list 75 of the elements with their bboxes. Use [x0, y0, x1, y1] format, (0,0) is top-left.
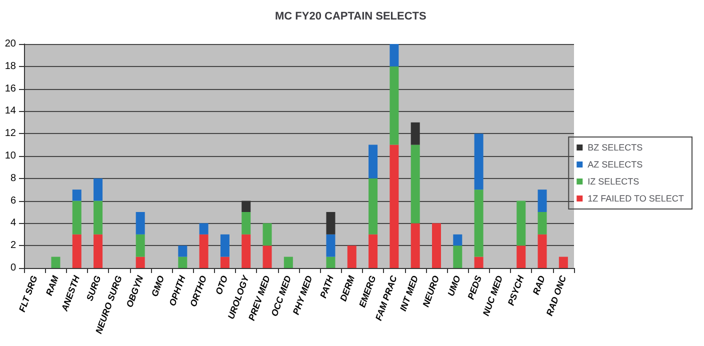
bar	[368, 144, 378, 178]
bar	[453, 234, 462, 246]
bar	[538, 190, 547, 212]
bar	[94, 200, 103, 234]
y-tick-label: 0	[10, 262, 16, 274]
chart-title: MC FY20 CAPTAIN SELECTS	[275, 10, 426, 22]
bar	[136, 256, 145, 268]
bar	[558, 256, 568, 268]
bar	[326, 234, 336, 257]
bar	[410, 223, 420, 268]
y-tick-label: 10	[4, 150, 16, 162]
bar	[72, 190, 82, 201]
bar	[220, 234, 230, 257]
bar	[368, 178, 378, 234]
x-tick-label: OCC MED	[269, 274, 294, 318]
y-tick-label: 4	[10, 218, 16, 229]
bar	[262, 246, 272, 268]
bar	[178, 246, 188, 257]
bar	[326, 256, 336, 268]
bar	[326, 212, 336, 234]
x-tick-label: INT MED	[398, 274, 420, 312]
y-tick-label: 12	[4, 128, 16, 140]
y-tick-label: 18	[4, 60, 16, 72]
legend-label: AZ SELECTS	[588, 160, 643, 170]
x-tick-label: RAM	[44, 274, 61, 297]
bar	[516, 200, 526, 246]
bar	[538, 212, 547, 234]
legend-label: BZ SELECTS	[588, 142, 643, 152]
bar	[390, 44, 399, 66]
bar	[474, 134, 484, 190]
bar	[136, 234, 145, 257]
bar	[72, 234, 82, 268]
x-tick-label: OPHTH	[167, 274, 188, 308]
bar	[199, 223, 208, 234]
x-tick-label: SURG	[84, 274, 103, 302]
bar	[94, 178, 103, 201]
x-tick-label: PHY MED	[290, 274, 314, 316]
legend-label: 1Z FAILED TO SELECT	[588, 194, 684, 204]
bar	[199, 234, 208, 268]
x-tick-label: FLT SRG	[16, 274, 40, 314]
bar	[474, 256, 484, 268]
bar	[242, 234, 251, 268]
y-tick-label: 14	[4, 106, 16, 117]
bar	[136, 212, 145, 234]
x-tick-label: OTO	[214, 274, 230, 296]
bar	[178, 256, 188, 268]
bar	[94, 234, 103, 268]
bar	[432, 223, 441, 268]
bar	[347, 246, 356, 268]
x-tick-label: PATH	[318, 274, 336, 300]
x-tick-label: DERM	[338, 274, 357, 303]
y-tick-label: 20	[4, 38, 16, 50]
y-tick-label: 2	[10, 240, 16, 252]
bar	[51, 256, 60, 268]
y-tick-label: 6	[10, 195, 16, 206]
x-tick-label: GMO	[149, 274, 166, 298]
bar	[242, 212, 251, 234]
bar	[390, 144, 399, 268]
y-tick-label: 8	[10, 172, 16, 184]
bar	[390, 66, 399, 145]
y-tick-label: 16	[4, 83, 16, 94]
bar	[284, 256, 293, 268]
bar	[262, 223, 272, 246]
bar	[453, 246, 462, 268]
bar	[72, 200, 82, 234]
bar	[410, 122, 420, 145]
legend-label: IZ SELECTS	[588, 176, 640, 186]
bar	[220, 256, 230, 268]
bar	[410, 144, 420, 224]
bar	[516, 246, 526, 268]
bar	[242, 200, 251, 212]
bar	[538, 234, 547, 268]
bar	[474, 190, 484, 257]
x-tick-label: UMO	[446, 274, 462, 298]
bar	[368, 234, 378, 268]
